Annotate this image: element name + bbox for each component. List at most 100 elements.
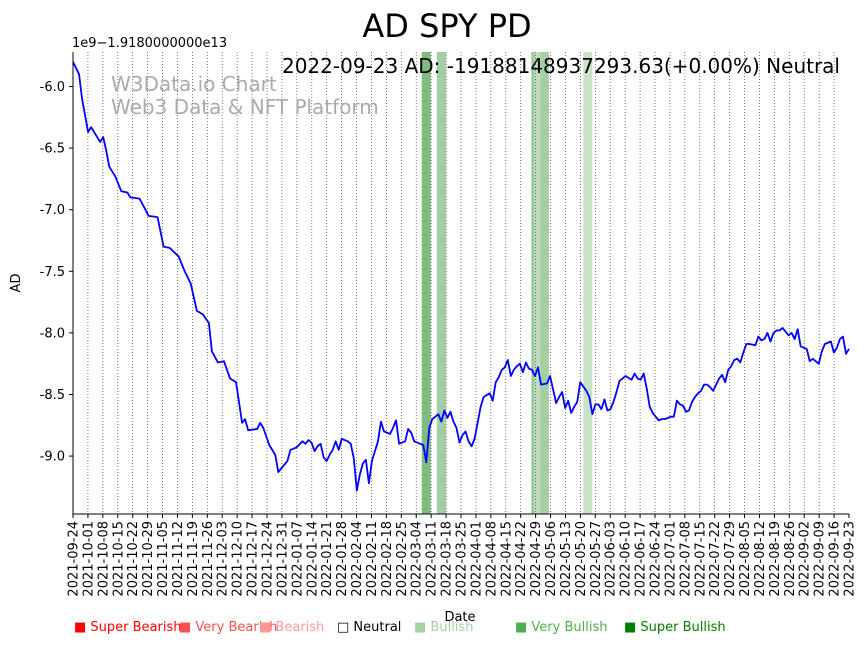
watermark-line-1: W3Data.io Chart [111, 72, 277, 96]
x-tick-label: 2021-12-31 [275, 521, 290, 597]
x-tick-label: 2022-06-10 [619, 521, 634, 597]
legend-swatch-icon: ■ [259, 620, 276, 635]
x-tick-label: 2021-10-08 [96, 521, 111, 597]
x-tick-label: 2022-08-19 [768, 521, 783, 597]
x-tick-label: 2022-04-01 [469, 521, 484, 597]
legend-item: ■ Very Bullish [515, 620, 607, 635]
signal-band [531, 52, 535, 514]
x-tick-label: 2021-10-01 [81, 521, 96, 597]
legend-label: Bullish [430, 620, 474, 635]
x-tick-label: 2022-06-03 [604, 521, 619, 597]
y-tick-label: -6.5 [40, 142, 65, 157]
ad-series-line [72, 61, 850, 492]
x-tick-label: 2022-05-06 [544, 521, 559, 597]
x-tick-label: 2021-11-19 [186, 521, 201, 597]
x-tick-label: 2021-12-03 [216, 521, 231, 597]
x-tick-label: 2022-02-04 [350, 521, 365, 597]
x-tick-label: 2021-11-26 [201, 521, 216, 597]
x-tick-label: 2022-07-29 [723, 521, 738, 597]
x-tick-label: 2021-11-05 [156, 521, 171, 597]
x-tick-label: 2021-09-24 [67, 521, 82, 597]
legend-item: ■ Bearish [259, 620, 324, 635]
legend-item: ■ Super Bullish [624, 620, 726, 635]
y-tick-label: -7.0 [40, 203, 65, 218]
vertical-gridlines [87, 52, 835, 514]
x-tick-label: 2022-01-21 [320, 521, 335, 597]
legend-swatch-icon: ■ [624, 620, 641, 635]
x-tick-label: 2021-12-10 [231, 521, 246, 597]
x-tick-label: 2022-04-15 [499, 521, 514, 597]
legend-item: ■ Very Bearish [179, 620, 277, 635]
legend-label: Bearish [275, 620, 325, 635]
x-tick-label: 2022-03-25 [455, 521, 470, 597]
x-tick-label: 2022-08-05 [738, 521, 753, 597]
x-axis-label: Date [444, 610, 475, 625]
x-tick-label: 2022-04-22 [514, 521, 529, 597]
x-tick-label: 2022-04-29 [529, 521, 544, 597]
x-tick-label: 2022-05-13 [559, 521, 574, 597]
signal-band [583, 52, 593, 514]
x-tick-label: 2022-07-22 [708, 521, 723, 597]
legend-label: Neutral [353, 620, 402, 635]
legend-item: ■ Bullish [414, 620, 473, 635]
legend-swatch-icon: ■ [74, 620, 91, 635]
y-tick-label: -8.5 [40, 388, 65, 403]
legend-swatch-icon: ■ [515, 620, 532, 635]
x-tick-label: 2022-07-15 [693, 521, 708, 597]
x-tick-label: 2022-03-11 [425, 521, 440, 597]
y-tick-label: -7.5 [40, 265, 65, 280]
x-tick-label: 2022-09-23 [843, 521, 858, 597]
x-ticks: 2021-09-24 2021-10-01 2021-10-08 2021-10-15… [67, 514, 858, 597]
legend-swatch-icon: ■ [179, 620, 196, 635]
legend-label: Super Bearish [90, 620, 182, 635]
x-tick-label: 2022-03-04 [410, 521, 425, 597]
x-tick-label: 2022-02-18 [380, 521, 395, 597]
watermark-line-2: Web3 Data & NFT Platform [111, 95, 379, 119]
x-tick-label: 2021-10-22 [126, 521, 141, 597]
legend-item: □ Neutral [337, 620, 401, 635]
signal-band [534, 52, 541, 514]
x-tick-label: 2022-07-08 [678, 521, 693, 597]
x-tick-label: 2022-04-08 [484, 521, 499, 597]
y-tick-label: -8.0 [40, 326, 65, 341]
x-tick-label: 2022-01-07 [290, 521, 305, 597]
legend-swatch-icon: □ [337, 620, 354, 635]
watermark: W3Data.io Chart Web3 Data & NFT Platform [111, 72, 379, 119]
y-axis-offset-label: 1e9−1.9180000000e13 [72, 36, 227, 51]
x-tick-label: 2022-02-25 [395, 521, 410, 597]
signal-band [436, 52, 446, 514]
x-tick-label: 2021-12-24 [261, 521, 276, 597]
x-tick-label: 2022-09-09 [813, 521, 828, 597]
chart-title: AD SPY PD [362, 7, 531, 45]
x-tick-label: 2021-10-15 [111, 521, 126, 597]
legend-label: Very Bearish [195, 620, 278, 635]
signal-band [421, 52, 431, 514]
x-tick-label: 2022-09-02 [798, 521, 813, 597]
x-tick-label: 2022-02-11 [365, 521, 380, 597]
y-tick-label: -9.0 [40, 450, 65, 465]
x-tick-label: 2022-01-28 [335, 521, 350, 597]
x-tick-label: 2021-10-29 [141, 521, 156, 597]
signal-bands [421, 52, 593, 514]
legend-label: Super Bullish [640, 620, 726, 635]
x-tick-label: 2022-07-01 [663, 521, 678, 597]
legend-label: Very Bullish [531, 620, 608, 635]
x-tick-label: 2021-11-12 [171, 521, 186, 597]
x-tick-label: 2022-01-14 [305, 521, 320, 597]
x-tick-label: 2022-05-27 [589, 521, 604, 597]
x-tick-label: 2022-09-16 [828, 521, 843, 597]
x-tick-label: 2022-08-26 [783, 521, 798, 597]
x-tick-label: 2022-05-20 [574, 521, 589, 597]
x-tick-label: 2022-08-12 [753, 521, 768, 597]
signal-band [540, 52, 549, 514]
y-axis-label: AD [9, 274, 24, 293]
legend-item: ■ Super Bearish [74, 620, 182, 635]
x-tick-label: 2022-03-18 [440, 521, 455, 597]
y-ticks: -6.0 -6.5 -7.0 -7.5 -8.0 -8.5 -9.0 [40, 80, 73, 465]
legend-swatch-icon: ■ [414, 620, 431, 635]
latest-value-annotation: 2022-09-23 AD: -19188148937293.63(+0.00%… [282, 54, 840, 78]
x-tick-label: 2022-06-17 [634, 521, 649, 597]
y-tick-label: -6.0 [40, 80, 65, 95]
x-tick-label: 2021-12-17 [246, 521, 261, 597]
